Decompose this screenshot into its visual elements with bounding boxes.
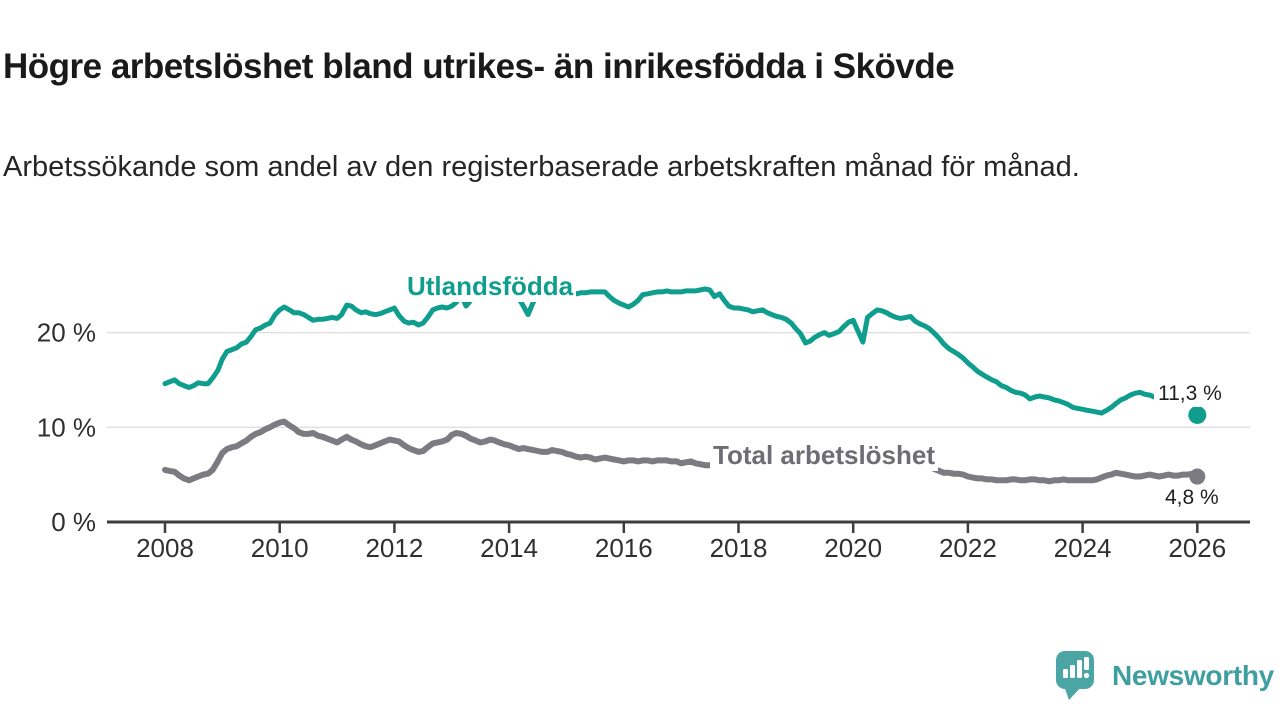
x-tick-label: 2018: [710, 533, 768, 563]
x-tick-label: 2008: [136, 533, 194, 563]
x-tick-label: 2010: [251, 533, 309, 563]
newsworthy-wordmark: Newsworthy: [1112, 660, 1274, 691]
series-line-total: [162, 418, 1201, 485]
newsworthy-bubble-icon: [1056, 651, 1094, 700]
x-tick-label: 2020: [824, 533, 882, 563]
y-tick-label: 20 %: [37, 318, 96, 348]
x-tick-label: 2012: [365, 533, 423, 563]
x-tick-label: 2016: [595, 533, 653, 563]
gridlines: [107, 331, 1250, 428]
series-lines: [162, 286, 1201, 485]
x-tick-label: 2024: [1054, 533, 1112, 563]
x-tick-label: 2014: [480, 533, 538, 563]
axes: 2008 2010 2012 2014 2016 2018 2020 2022 2024 2026…: [37, 318, 1250, 563]
latest-value-label-utlandsfodda: 11,3 %: [1154, 381, 1226, 407]
chart-subtitle: Arbetssökande som andel av den registerb…: [3, 151, 1080, 183]
y-tick-label: 0 %: [51, 507, 96, 537]
series-label-utlandsfodda: Utlandsfödda: [404, 271, 577, 302]
series-line-utlandsfodda: [162, 286, 1176, 416]
page-title: Högre arbetslöshet bland utrikes- än inr…: [3, 47, 955, 87]
series-label-total-arbetsloshet: Total arbetslöshet: [710, 440, 939, 471]
latest-value-label-total: 4,8 %: [1161, 485, 1223, 511]
x-tick-label: 2022: [939, 533, 997, 563]
latest-dot-total: [1189, 468, 1206, 485]
latest-dot-utlandsfodda: [1188, 405, 1207, 424]
y-tick-label: 10 %: [37, 412, 96, 442]
latest-value-dots: [1188, 405, 1207, 485]
newsworthy-logo[interactable]: Newsworthy: [1052, 648, 1276, 704]
x-tick-label: 2026: [1168, 533, 1226, 563]
